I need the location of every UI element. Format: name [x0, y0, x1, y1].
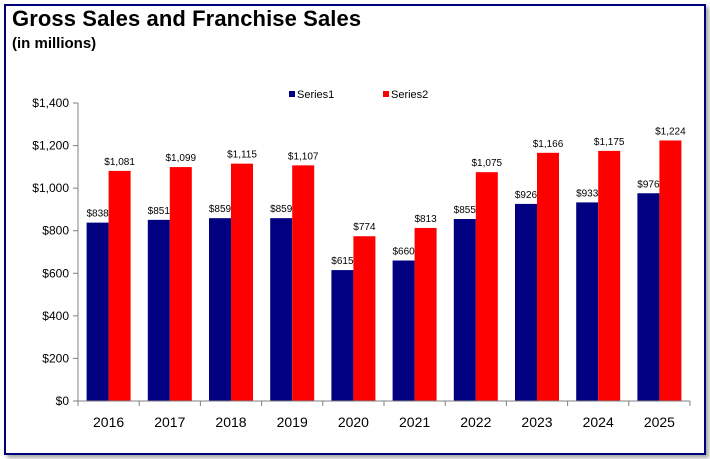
- bar-series2: [659, 140, 682, 401]
- x-tick-label: 2017: [154, 414, 185, 430]
- x-tick-label: 2019: [277, 414, 308, 430]
- bar-series2: [292, 165, 315, 401]
- data-label-series2: $774: [353, 222, 376, 233]
- bar-series1: [270, 218, 293, 401]
- data-label-series2: $1,224: [655, 126, 686, 137]
- legend-swatch-series2: [383, 91, 389, 97]
- bar-series1: [637, 193, 660, 401]
- y-tick-label: $800: [42, 224, 69, 238]
- data-label-series2: $1,099: [166, 153, 197, 164]
- bar-series2: [353, 236, 376, 401]
- bar-series1: [576, 202, 599, 401]
- x-tick-label: 2024: [583, 414, 614, 430]
- bar-series1: [331, 270, 354, 401]
- bars: $838 $1,081 $851 $1,099 $859 $1,115 $859 $1,107…: [86, 126, 686, 401]
- x-tick-label: 2016: [93, 414, 124, 430]
- bar-series2: [537, 152, 559, 401]
- bar-series1: [515, 203, 537, 401]
- data-label-series1: $933: [576, 188, 599, 199]
- bar-series2: [231, 163, 253, 401]
- bar-series2: [475, 172, 498, 401]
- data-label-series2: $1,081: [104, 157, 135, 168]
- y-tick-label: $0: [56, 394, 70, 408]
- bar-series1: [453, 219, 476, 401]
- chart-subtitle: (in millions): [12, 35, 97, 52]
- data-label-series2: $1,175: [594, 137, 625, 148]
- x-tick-label: 2018: [215, 414, 246, 430]
- data-label-series1: $855: [454, 205, 477, 216]
- bar-series2: [108, 170, 131, 401]
- data-label-series2: $1,115: [227, 150, 257, 161]
- x-tick-label: 2021: [399, 414, 430, 430]
- x-tick-label: 2022: [460, 414, 491, 430]
- y-tick-label: $400: [42, 309, 69, 323]
- data-label-series1: $859: [209, 204, 232, 215]
- y-tick-label: $1,400: [32, 96, 69, 110]
- legend: Series1 Series2: [289, 89, 428, 101]
- y-tick-label: $1,200: [32, 139, 69, 153]
- data-label-series2: $1,107: [288, 151, 319, 162]
- bar-series1: [209, 218, 231, 401]
- data-label-series2: $1,166: [533, 139, 564, 150]
- data-label-series1: $838: [86, 209, 109, 220]
- bar-series1: [392, 260, 415, 401]
- legend-swatch-series1: [289, 91, 295, 97]
- data-label-series2: $1,075: [472, 158, 503, 169]
- y-tick-label: $200: [42, 351, 69, 365]
- bar-series2: [169, 167, 192, 401]
- data-label-series1: $615: [331, 256, 354, 267]
- y-tick-label: $1,000: [32, 181, 69, 195]
- x-tick-label: 2025: [644, 414, 675, 430]
- x-tick-label: 2023: [521, 414, 552, 430]
- bar-series1: [147, 219, 170, 401]
- data-label-series1: $976: [637, 179, 660, 190]
- y-axis: $0 $200 $400 $600 $800 $1,000 $1,200 $1,400: [32, 96, 79, 408]
- data-label-series1: $660: [392, 247, 415, 258]
- chart-title: Gross Sales and Franchise Sales: [12, 6, 362, 31]
- bar-series2: [414, 227, 437, 401]
- bar-series2: [598, 150, 621, 401]
- legend-label-series1: Series1: [297, 89, 334, 101]
- y-tick-label: $600: [42, 266, 69, 280]
- data-label-series1: $926: [515, 190, 538, 201]
- data-label-series1: $859: [270, 204, 293, 215]
- data-label-series2: $813: [414, 214, 437, 225]
- bar-series1: [86, 222, 109, 401]
- data-label-series1: $851: [148, 206, 171, 217]
- x-tick-label: 2020: [338, 414, 369, 430]
- x-axis: 2016 2017 2018 2019 2020 2021 2022 2023 2024 2025: [77, 400, 691, 430]
- legend-label-series2: Series2: [391, 89, 428, 101]
